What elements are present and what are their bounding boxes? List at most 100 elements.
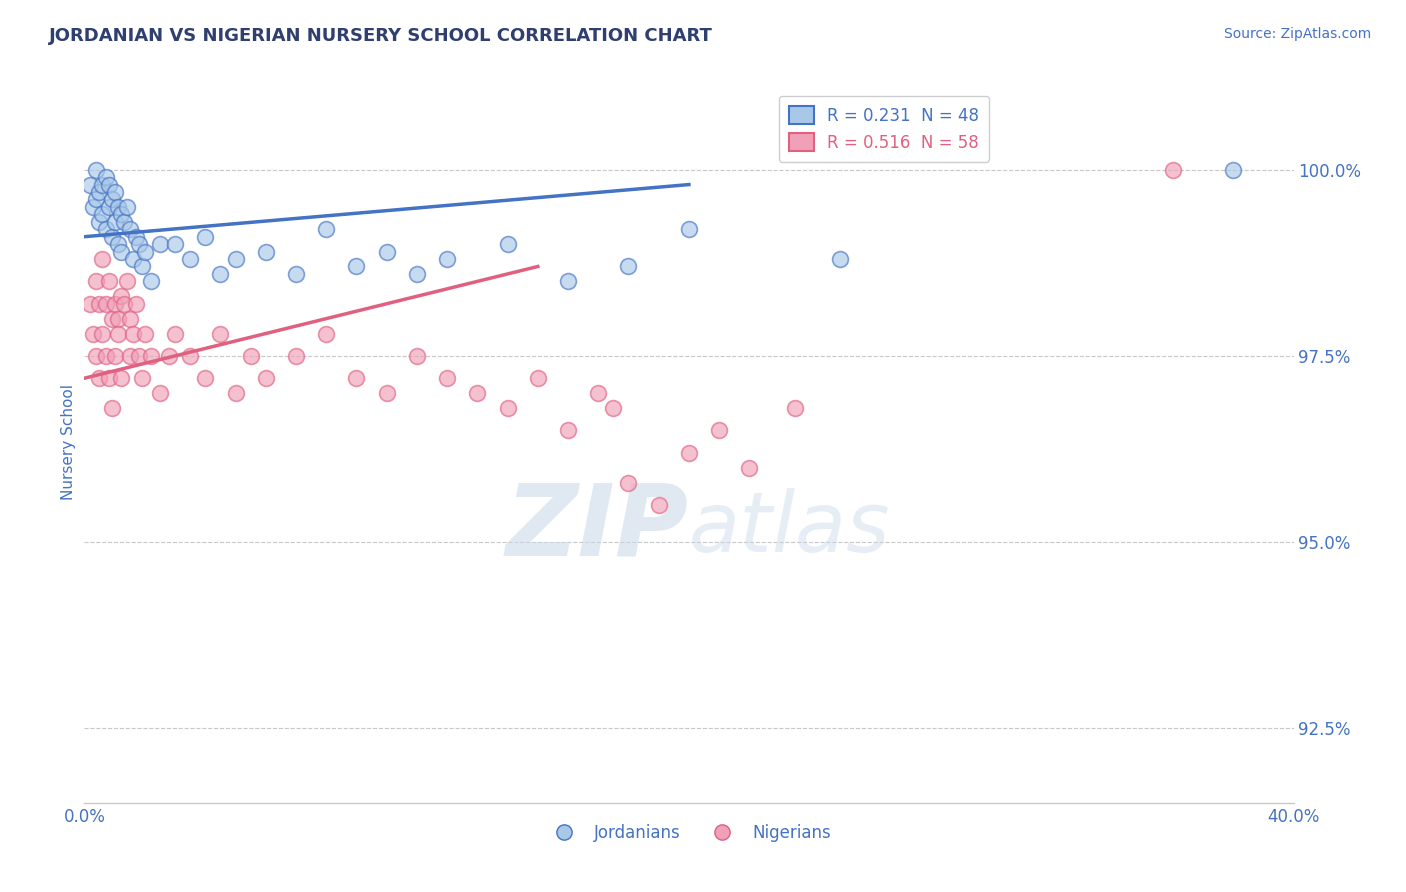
Point [602, 401, 624, 415]
Point [131, 260, 153, 274]
Point [94, 170, 117, 185]
Point [104, 215, 127, 229]
Point [86, 349, 108, 363]
Point [128, 237, 150, 252]
Point [112, 215, 135, 229]
Point [134, 244, 156, 259]
Point [118, 349, 141, 363]
Point [179, 349, 201, 363]
Point [738, 460, 761, 475]
Point [91, 326, 114, 341]
Point [315, 326, 337, 341]
Point [467, 386, 489, 401]
Point [209, 267, 232, 281]
Point [149, 237, 172, 252]
Point [709, 423, 731, 437]
Point [100, 229, 122, 244]
Point [678, 222, 700, 236]
Point [139, 274, 162, 288]
Point [194, 229, 217, 244]
Point [97, 274, 120, 288]
Point [315, 222, 337, 236]
Point [115, 200, 138, 214]
Point [285, 267, 308, 281]
Text: Source: ZipAtlas.com: Source: ZipAtlas.com [1223, 27, 1371, 41]
Point [557, 423, 579, 437]
Point [830, 252, 852, 266]
Point [89, 371, 111, 385]
Point [82, 200, 104, 214]
Text: JORDANIAN VS NIGERIAN NURSERY SCHOOL CORRELATION CHART: JORDANIAN VS NIGERIAN NURSERY SCHOOL COR… [49, 27, 713, 45]
Point [346, 371, 368, 385]
Point [104, 185, 127, 199]
Point [86, 162, 108, 177]
Point [110, 207, 132, 221]
Point [149, 386, 172, 401]
Point [110, 244, 132, 259]
Point [139, 349, 162, 363]
Point [104, 349, 127, 363]
Point [527, 371, 550, 385]
Point [121, 252, 143, 266]
Point [1161, 162, 1184, 177]
Point [100, 311, 122, 326]
Point [496, 237, 519, 252]
Point [121, 326, 143, 341]
Point [97, 371, 120, 385]
Point [1222, 162, 1244, 177]
Point [375, 386, 398, 401]
Point [165, 326, 187, 341]
Point [588, 386, 610, 401]
Y-axis label: Nursery School: Nursery School [60, 384, 76, 500]
Point [112, 297, 135, 311]
Point [107, 200, 129, 214]
Legend: Jordanians, Nigerians: Jordanians, Nigerians [540, 817, 838, 848]
Point [254, 244, 277, 259]
Point [107, 237, 129, 252]
Point [496, 401, 519, 415]
Point [104, 297, 127, 311]
Point [89, 185, 111, 199]
Point [165, 237, 187, 252]
Point [125, 297, 148, 311]
Point [94, 222, 117, 236]
Point [86, 193, 108, 207]
Point [783, 401, 806, 415]
Point [115, 274, 138, 288]
Point [79, 297, 101, 311]
Point [125, 229, 148, 244]
Point [110, 371, 132, 385]
Text: ZIP: ZIP [506, 480, 689, 577]
Point [107, 311, 129, 326]
Point [648, 498, 671, 512]
Point [617, 260, 640, 274]
Point [118, 222, 141, 236]
Point [91, 178, 114, 192]
Point [209, 326, 232, 341]
Point [436, 371, 458, 385]
Point [97, 178, 120, 192]
Point [678, 446, 700, 460]
Point [375, 244, 398, 259]
Point [89, 297, 111, 311]
Point [97, 200, 120, 214]
Point [406, 267, 429, 281]
Point [82, 326, 104, 341]
Point [346, 260, 368, 274]
Point [239, 349, 262, 363]
Point [436, 252, 458, 266]
Point [100, 401, 122, 415]
Point [131, 371, 153, 385]
Point [91, 252, 114, 266]
Text: atlas: atlas [689, 488, 890, 569]
Point [94, 297, 117, 311]
Point [225, 386, 247, 401]
Point [94, 349, 117, 363]
Point [79, 178, 101, 192]
Point [91, 207, 114, 221]
Point [157, 349, 180, 363]
Point [107, 326, 129, 341]
Point [86, 274, 108, 288]
Point [406, 349, 429, 363]
Point [225, 252, 247, 266]
